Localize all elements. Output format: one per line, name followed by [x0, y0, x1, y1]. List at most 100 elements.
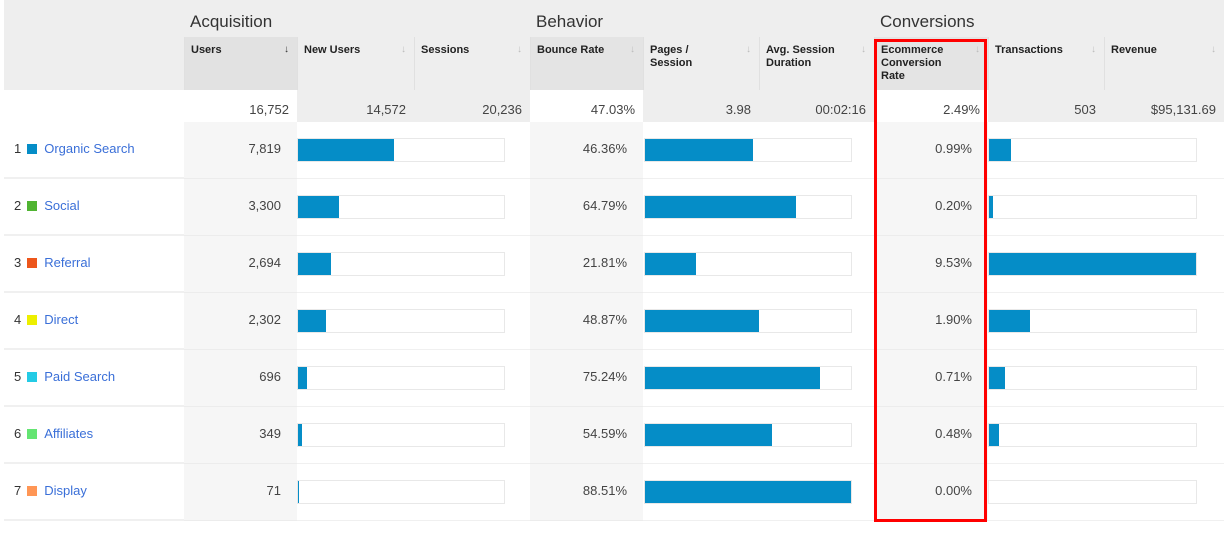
sort-arrow-icon[interactable]: ↓ — [630, 44, 635, 55]
total-transactions: 503 — [988, 90, 1104, 122]
table-row-label: 5 Paid Search — [4, 350, 184, 407]
bounce-rate-value: 64.79% — [530, 179, 643, 236]
bounce-bar — [644, 138, 852, 162]
ecom-bar-cell — [988, 350, 1224, 407]
ecom-bar-cell — [988, 122, 1224, 179]
col-sessions[interactable]: Sessions ↓ — [414, 37, 530, 90]
col-transactions-label: Transactions — [995, 44, 1063, 56]
channel-link[interactable]: Referral — [44, 255, 91, 270]
bounce-bar — [644, 423, 852, 447]
color-swatch-icon — [27, 258, 38, 268]
ecom-bar — [988, 252, 1197, 276]
bounce-bar-fill — [645, 139, 753, 161]
channel-link[interactable]: Affiliates — [44, 426, 94, 441]
bounce-bar — [644, 309, 852, 333]
users-bar-fill — [298, 481, 299, 503]
ecom-bar-cell — [988, 464, 1224, 521]
col-pages-session-label: Pages / Session — [650, 44, 693, 69]
bounce-bar-cell — [643, 179, 874, 236]
col-new-users-label: New Users — [304, 44, 361, 56]
users-value: 2,694 — [184, 236, 297, 293]
users-bar-fill — [298, 367, 307, 389]
bounce-rate-value: 54.59% — [530, 407, 643, 464]
col-bounce-rate-label: Bounce Rate — [537, 44, 605, 56]
users-bar-cell — [297, 179, 530, 236]
bounce-bar-cell — [643, 350, 874, 407]
col-new-users[interactable]: New Users ↓ — [297, 37, 414, 90]
ecom-bar-fill — [989, 253, 1196, 275]
col-pages-session[interactable]: Pages / Session ↓ — [643, 37, 759, 90]
ecom-bar — [988, 423, 1197, 447]
bounce-bar-fill — [645, 367, 821, 389]
ecom-bar — [988, 138, 1197, 162]
table-row-label: 7 Display — [4, 464, 184, 521]
bounce-bar-cell — [643, 293, 874, 350]
ecom-rate-value: 0.20% — [874, 179, 988, 236]
users-value: 71 — [184, 464, 297, 521]
users-value: 7,819 — [184, 122, 297, 179]
total-users: 16,752 — [184, 90, 297, 122]
sort-arrow-icon[interactable]: ↓ — [1211, 44, 1216, 55]
sort-arrow-icon[interactable]: ↓ — [1091, 44, 1096, 55]
bounce-bar-fill — [645, 424, 773, 446]
total-new-users: 14,572 — [297, 90, 414, 122]
col-avg-duration[interactable]: Avg. Session Duration ↓ — [759, 37, 874, 90]
users-bar-fill — [298, 424, 303, 446]
col-users[interactable]: Users ↓ — [184, 37, 297, 90]
users-bar-fill — [298, 253, 332, 275]
ecom-bar-cell — [988, 236, 1224, 293]
row-rank: 3 — [14, 255, 22, 270]
ecom-rate-value: 9.53% — [874, 236, 988, 293]
col-ecom-rate-label: Ecommerce Conversion Rate — [881, 44, 944, 82]
ecom-bar-fill — [989, 424, 1000, 446]
bounce-bar-fill — [645, 310, 759, 332]
ecom-bar-fill — [989, 196, 994, 218]
users-bar-cell — [297, 122, 530, 179]
sort-arrow-icon[interactable]: ↓ — [284, 44, 289, 55]
channel-link[interactable]: Display — [44, 483, 87, 498]
channel-link[interactable]: Social — [44, 198, 80, 213]
users-bar-fill — [298, 196, 339, 218]
ecom-bar-cell — [988, 293, 1224, 350]
total-revenue: $95,131.69 — [1104, 90, 1224, 122]
row-rank: 5 — [14, 369, 22, 384]
users-bar — [297, 252, 505, 276]
row-rank: 1 — [14, 141, 22, 156]
table-row-label: 2 Social — [4, 179, 184, 236]
ecom-rate-value: 0.00% — [874, 464, 988, 521]
ecom-bar-cell — [988, 179, 1224, 236]
channel-link[interactable]: Direct — [44, 312, 79, 327]
users-bar — [297, 195, 505, 219]
ecom-rate-value: 1.90% — [874, 293, 988, 350]
bounce-bar-cell — [643, 122, 874, 179]
users-bar — [297, 309, 505, 333]
users-bar — [297, 366, 505, 390]
group-conversions: Conversions — [874, 0, 1224, 37]
table-row-label: 4 Direct — [4, 293, 184, 350]
ecom-rate-value: 0.71% — [874, 350, 988, 407]
channel-link[interactable]: Organic Search — [44, 141, 135, 156]
col-revenue[interactable]: Revenue ↓ — [1104, 37, 1224, 90]
sort-arrow-icon[interactable]: ↓ — [517, 44, 522, 55]
header-blank — [4, 0, 184, 90]
sort-arrow-icon[interactable]: ↓ — [975, 44, 980, 55]
users-bar-cell — [297, 293, 530, 350]
row-rank: 4 — [14, 312, 22, 327]
channel-link[interactable]: Paid Search — [44, 369, 116, 384]
col-ecom-rate[interactable]: Ecommerce Conversion Rate ↓ — [874, 37, 988, 90]
ecom-bar — [988, 480, 1197, 504]
col-transactions[interactable]: Transactions ↓ — [988, 37, 1104, 90]
users-value: 349 — [184, 407, 297, 464]
total-sessions: 20,236 — [414, 90, 530, 122]
col-users-label: Users — [191, 44, 222, 56]
sort-arrow-icon[interactable]: ↓ — [861, 44, 866, 55]
users-bar-cell — [297, 407, 530, 464]
ecom-bar — [988, 195, 1197, 219]
bounce-bar-fill — [645, 253, 696, 275]
sort-arrow-icon[interactable]: ↓ — [746, 44, 751, 55]
bounce-bar-fill — [645, 196, 796, 218]
col-bounce-rate[interactable]: Bounce Rate ↓ — [530, 37, 643, 90]
sort-arrow-icon[interactable]: ↓ — [401, 44, 406, 55]
color-swatch-icon — [27, 315, 38, 325]
total-avg-duration: 00:02:16 — [759, 90, 874, 122]
